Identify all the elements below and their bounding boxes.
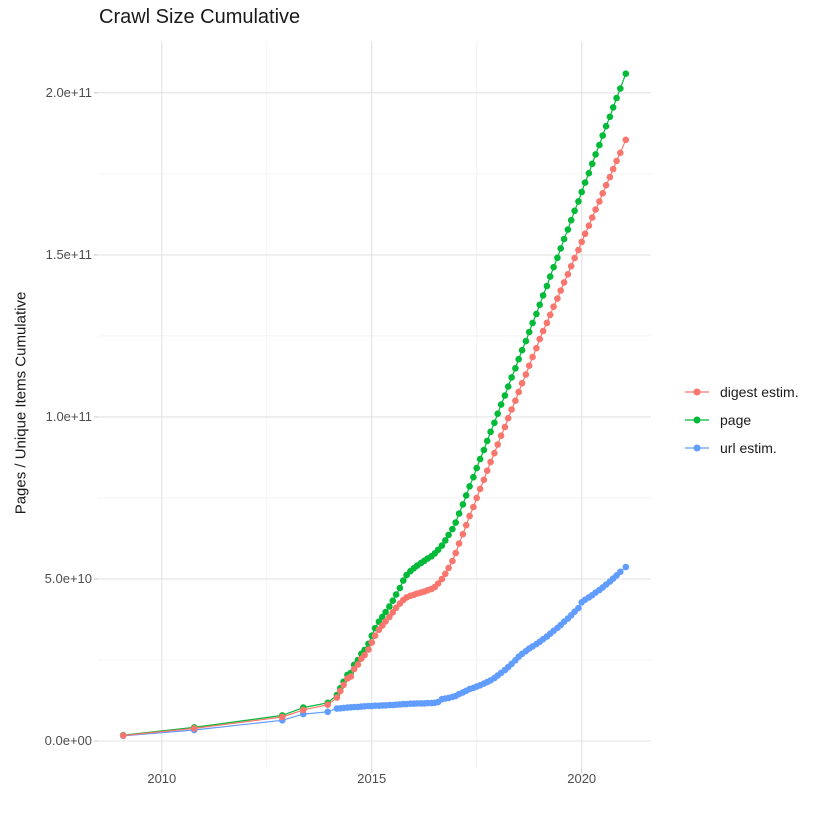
x-tick-label: 2015 xyxy=(357,771,387,786)
y-tick-label: 2.0e+11 xyxy=(45,84,92,100)
x-tick-label: 2020 xyxy=(567,771,597,786)
legend-item-label: url estim. xyxy=(720,440,777,456)
y-tick-label: 1.5e+11 xyxy=(45,246,92,262)
y-tick-label: 5.0e+10 xyxy=(44,570,92,586)
chart-title: Crawl Size Cumulative xyxy=(99,6,301,28)
y-axis-title: Pages / Unique Items Cumulative xyxy=(12,291,30,515)
x-tick-label: 2010 xyxy=(147,771,177,786)
legend-key-icon xyxy=(685,416,709,424)
legend-item: page xyxy=(684,412,799,428)
y-tick-label: 1.0e+11 xyxy=(45,408,92,424)
legend-item-label: page xyxy=(720,412,752,428)
legend-key-icon xyxy=(685,388,709,396)
legend-item-label: digest estim. xyxy=(720,384,799,400)
legend-item: url estim. xyxy=(684,440,799,456)
legend: digest estim. page url estim. xyxy=(684,384,799,456)
y-tick-label: 0.0e+00 xyxy=(44,733,92,748)
legend-item: digest estim. xyxy=(684,384,799,400)
legend-key-icon xyxy=(685,444,709,452)
